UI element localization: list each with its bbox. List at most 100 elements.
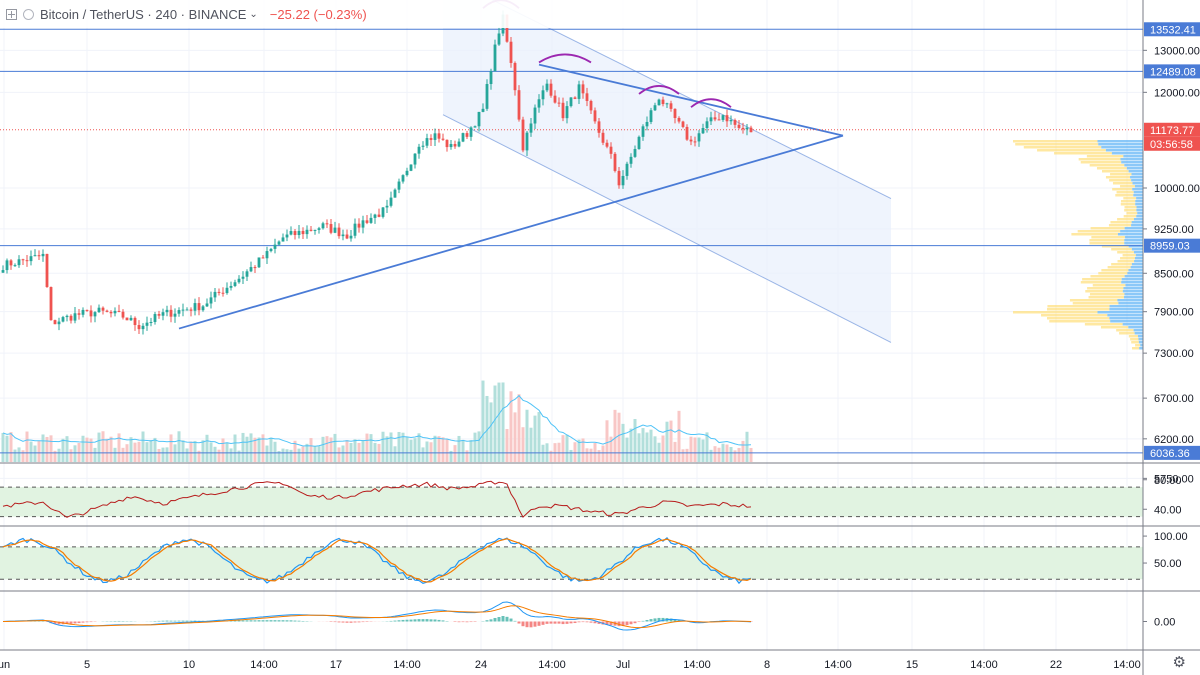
profile-bar [1136,209,1143,212]
candle-body [73,313,77,321]
macd-histogram-bar [417,619,421,622]
macd-histogram-bar [437,619,441,622]
candle-body [637,136,641,150]
profile-bar [1013,140,1098,143]
volume-bar [209,442,213,462]
candle-body [97,307,101,313]
volume-bar [93,447,97,462]
candle-body [561,102,565,119]
volume-bar [329,437,333,462]
candles [1,10,753,335]
profile-bar [1092,284,1126,287]
macd-histogram-bar [509,618,513,622]
candle-body [601,132,605,143]
expand-icon[interactable] [6,8,17,20]
profile-bar [1117,233,1143,236]
candle-body [169,309,173,317]
candle-body [261,257,265,259]
volume-bar [389,432,393,462]
candle-body [177,310,181,314]
volume-bar [537,412,541,462]
profile-bar [1121,278,1143,281]
profile-bar [1117,251,1134,254]
candle-body [741,127,745,130]
profile-bar [1132,182,1143,185]
profile-bar [1109,308,1143,311]
time-tick-label: 10 [183,659,195,671]
time-tick-label: Jul [616,659,630,671]
candle-body [161,312,165,316]
level-label-tag [1144,22,1200,37]
candle-body [609,146,613,154]
candle-body [53,320,57,325]
volume-bar [89,438,93,462]
candle-body [325,223,329,225]
volume-bar [337,447,341,462]
candle-body [233,282,237,286]
profile-bar [1049,320,1111,323]
volume-bar [277,450,281,462]
candle-body [469,127,473,137]
volume-bar [273,441,277,462]
volume-bar [381,431,385,462]
candle-body [289,231,293,235]
volume-bar [53,450,57,462]
pattern-arc[interactable] [690,98,732,108]
descending-resistance-line[interactable] [538,63,844,137]
candle-body [505,14,509,42]
profile-bar [1089,239,1125,242]
volume-bar [213,446,217,462]
chevron-down-icon[interactable]: ⌄ [249,8,258,20]
pattern-arc[interactable] [638,85,680,95]
macd-histogram-bar [657,617,661,622]
profile-bar [1087,287,1124,290]
macd-histogram-bar [253,620,257,622]
volume-bar [145,442,149,462]
pattern-arc[interactable] [538,53,592,64]
price-tick-label: 6200.00 [1154,434,1194,446]
profile-bar [1135,200,1143,203]
volume-bar [21,450,25,462]
volume [1,380,753,462]
gear-icon[interactable]: ⚙ [1172,654,1186,671]
volume-bar [61,438,65,462]
candle-body [81,309,85,315]
candle-body [481,108,485,112]
last-price-label-tag [1144,122,1200,137]
volume-bar [409,439,413,462]
macd-tick-label: 0.00 [1154,617,1175,629]
level-label: 12489.08 [1150,66,1196,78]
volume-bar [581,438,585,462]
level-label-tag [1144,64,1200,79]
volume-bar [565,434,569,462]
candle-body [101,307,105,311]
rsi-tick-label: 40.00 [1154,504,1182,516]
macd-histogram-bar [405,619,409,622]
profile-bar [1109,179,1132,182]
profile-bar [1135,254,1143,257]
volume-bar [477,431,481,462]
candle-body [285,234,289,238]
volume-bar [617,412,621,462]
volume-bar [713,446,717,462]
candle-body [241,276,245,279]
macd-histogram-bar [261,620,265,622]
profile-bar [1119,332,1135,335]
profile-bar [1133,191,1143,194]
channel-lower[interactable] [442,114,892,343]
countdown-label-tag [1144,136,1200,151]
macd-histogram-bar [185,620,189,622]
candle-body [145,322,149,326]
candle-body [565,106,569,119]
profile-bar [1041,314,1108,317]
ascending-support-line[interactable] [178,134,844,330]
time-tick-label: 14:00 [970,659,998,671]
candle-body [25,260,29,262]
profile-bar [1124,206,1137,209]
symbol-title[interactable]: Bitcoin / TetherUS · 240 · BINANCE [40,6,247,22]
macd-histogram-bar [165,620,169,622]
volume-bar [197,450,201,462]
volume-bar [5,435,9,462]
time-tick-label: 24 [475,659,487,671]
